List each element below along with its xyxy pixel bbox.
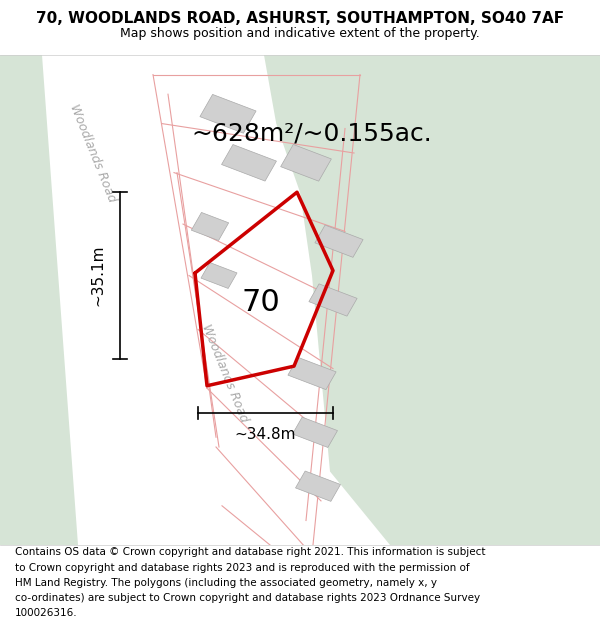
Polygon shape bbox=[281, 144, 331, 181]
Text: 100026316.: 100026316. bbox=[15, 608, 77, 618]
Text: Contains OS data © Crown copyright and database right 2021. This information is : Contains OS data © Crown copyright and d… bbox=[15, 548, 485, 558]
Polygon shape bbox=[0, 55, 108, 545]
Polygon shape bbox=[200, 94, 256, 133]
Polygon shape bbox=[221, 144, 277, 181]
Text: Map shows position and indicative extent of the property.: Map shows position and indicative extent… bbox=[120, 27, 480, 39]
Text: to Crown copyright and database rights 2023 and is reproduced with the permissio: to Crown copyright and database rights 2… bbox=[15, 562, 470, 572]
Text: Woodlands Road: Woodlands Road bbox=[199, 322, 251, 424]
Text: HM Land Registry. The polygons (including the associated geometry, namely x, y: HM Land Registry. The polygons (includin… bbox=[15, 578, 437, 587]
Text: ~34.8m: ~34.8m bbox=[235, 428, 296, 442]
Polygon shape bbox=[293, 417, 337, 447]
Text: 70: 70 bbox=[242, 288, 280, 317]
Polygon shape bbox=[168, 55, 312, 545]
Polygon shape bbox=[201, 262, 237, 289]
Text: ~35.1m: ~35.1m bbox=[90, 245, 105, 306]
Polygon shape bbox=[296, 471, 340, 501]
Polygon shape bbox=[191, 213, 229, 241]
Polygon shape bbox=[288, 357, 336, 389]
Text: ~628m²/~0.155ac.: ~628m²/~0.155ac. bbox=[191, 121, 433, 146]
Text: Woodlands Road: Woodlands Road bbox=[67, 102, 119, 204]
Polygon shape bbox=[42, 55, 198, 545]
Polygon shape bbox=[252, 55, 600, 545]
Text: co-ordinates) are subject to Crown copyright and database rights 2023 Ordnance S: co-ordinates) are subject to Crown copyr… bbox=[15, 593, 480, 603]
Polygon shape bbox=[309, 284, 357, 316]
Text: 70, WOODLANDS ROAD, ASHURST, SOUTHAMPTON, SO40 7AF: 70, WOODLANDS ROAD, ASHURST, SOUTHAMPTON… bbox=[36, 11, 564, 26]
Polygon shape bbox=[315, 225, 363, 258]
